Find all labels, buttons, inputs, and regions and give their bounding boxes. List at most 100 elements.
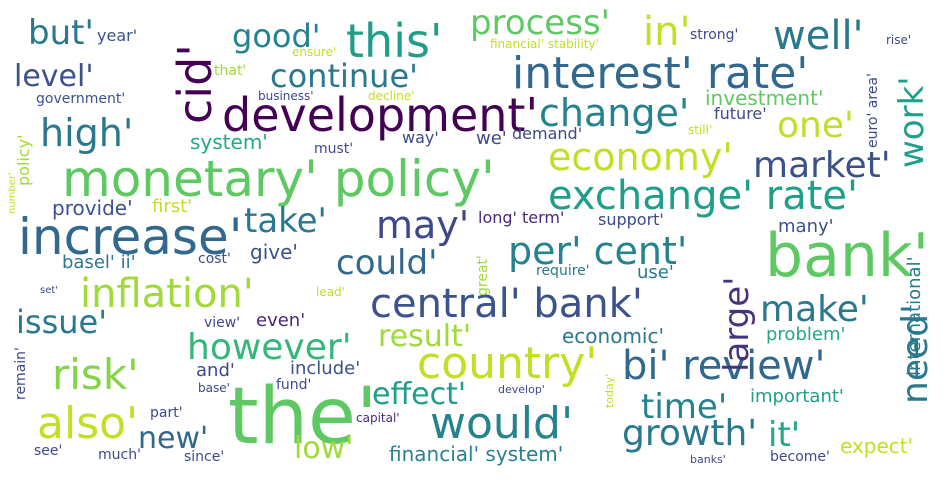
- word: lead': [316, 285, 345, 299]
- word: system': [190, 130, 268, 154]
- word: include': [290, 358, 361, 379]
- word: good': [232, 17, 321, 55]
- word: it': [768, 415, 801, 455]
- word: level': [14, 59, 94, 94]
- word: investment': [705, 86, 824, 110]
- word: financial' system': [389, 442, 564, 466]
- word: remain': [13, 347, 29, 400]
- word: the': [228, 372, 378, 462]
- word: ensure': [292, 45, 337, 59]
- word: work': [892, 76, 932, 168]
- word: strong': [690, 27, 739, 43]
- word: rise': [886, 33, 912, 47]
- word: this': [346, 14, 443, 68]
- word: require': [536, 263, 590, 279]
- word: inflation': [80, 271, 254, 317]
- word: government': [36, 91, 126, 107]
- word: policy': [14, 134, 33, 187]
- word: issue': [16, 303, 107, 341]
- word: exchange' rate': [548, 173, 859, 219]
- word: today': [603, 373, 616, 408]
- word: business': [258, 89, 314, 103]
- word: first': [152, 196, 193, 217]
- word: would': [430, 398, 574, 449]
- word: must': [314, 141, 354, 157]
- word: development': [222, 88, 539, 142]
- word: central' bank': [370, 281, 643, 327]
- word: high': [40, 111, 134, 155]
- word: we': [476, 128, 507, 149]
- word: change': [539, 91, 690, 135]
- word: monetary' policy': [62, 150, 495, 208]
- word: problem': [766, 324, 846, 345]
- word: bank': [765, 221, 930, 291]
- word: base': [198, 381, 230, 395]
- word: country': [417, 338, 598, 389]
- word: banks': [690, 453, 726, 466]
- word: many': [778, 216, 834, 237]
- word: bi' review': [622, 343, 826, 389]
- word: euro' area': [865, 73, 881, 148]
- word: risk': [52, 350, 139, 399]
- word: process': [470, 3, 611, 43]
- word: support': [598, 210, 664, 229]
- word: international': [904, 256, 925, 376]
- word: interest' rate': [512, 48, 809, 99]
- word: also': [37, 398, 139, 449]
- word: may': [376, 203, 470, 247]
- word: future': [714, 104, 767, 123]
- word: per' cent': [508, 229, 688, 273]
- word: financial' stability': [490, 37, 599, 51]
- word: take': [244, 201, 327, 241]
- word: give': [250, 240, 298, 264]
- word: even': [256, 310, 306, 331]
- word: however': [187, 327, 352, 368]
- word: effect': [372, 377, 467, 412]
- word: basel' ii': [62, 252, 136, 273]
- word: capital': [356, 411, 400, 425]
- word: part': [150, 405, 183, 421]
- word: that': [214, 63, 247, 79]
- word: time': [641, 387, 728, 427]
- word: still': [688, 123, 713, 137]
- word: much': [98, 447, 141, 463]
- word: develop': [498, 383, 545, 396]
- word: become': [770, 449, 830, 465]
- word: provide': [52, 196, 133, 220]
- word: important': [750, 386, 844, 407]
- word: market': [753, 145, 891, 186]
- word: see': [34, 443, 63, 459]
- word: cid': [168, 44, 222, 124]
- word: fund': [276, 377, 312, 393]
- word: low': [294, 431, 354, 466]
- word: but': [28, 13, 94, 53]
- word: year': [97, 26, 138, 45]
- word: new': [138, 421, 209, 456]
- word: long' term': [478, 208, 565, 227]
- word: continue': [270, 57, 418, 95]
- word: growth': [622, 413, 758, 454]
- word: decline': [368, 89, 415, 103]
- word: use': [637, 262, 674, 283]
- word: expect': [840, 434, 914, 458]
- word: since': [184, 449, 225, 465]
- word: well': [773, 13, 864, 59]
- word: view': [204, 315, 241, 331]
- word: large': [717, 276, 757, 372]
- word: could': [336, 243, 438, 283]
- word: make': [760, 289, 869, 330]
- word: one': [777, 105, 854, 146]
- word: number': [7, 172, 18, 214]
- word: economic': [562, 324, 664, 348]
- word: result': [378, 319, 472, 354]
- word: increase': [18, 208, 243, 266]
- word: economy': [548, 135, 733, 179]
- word: and': [196, 360, 235, 381]
- word: way': [402, 128, 439, 147]
- word: set': [40, 285, 59, 296]
- word: cost': [198, 251, 231, 267]
- word: great': [475, 255, 491, 296]
- word: in': [643, 9, 691, 55]
- word: demand': [512, 124, 583, 143]
